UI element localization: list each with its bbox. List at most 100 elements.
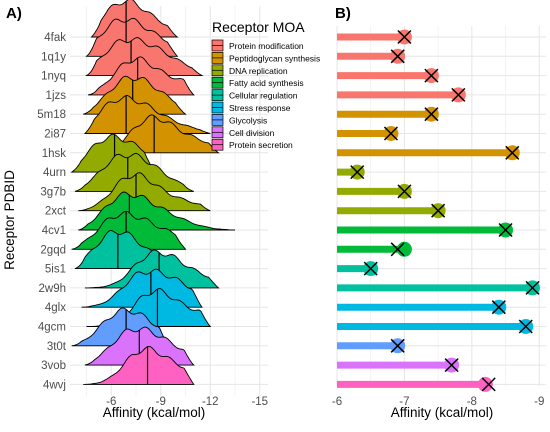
legend-label: Stress response	[229, 103, 291, 113]
lollipop-cross-1hsk	[505, 145, 520, 160]
lollipop-cross-2gqd	[390, 242, 405, 257]
lollipop-1nyq	[337, 68, 439, 84]
legend-entry: Protein modification	[211, 39, 304, 52]
panel-b-x-tick: -6	[332, 396, 342, 408]
panel-b-x-tick: -7	[399, 396, 409, 408]
lollipop-cross-4fak	[397, 29, 412, 45]
panel-b-x-axis-title: Affinity (kcal/mol)	[391, 405, 494, 420]
lollipop-cross-5m18	[424, 107, 439, 122]
legend-label: Fatty acid synthesis	[229, 78, 304, 88]
legend-entry: DNA replication	[211, 64, 288, 77]
category-label-4glx: 4glx	[45, 302, 66, 314]
panel-a-x-tick-labels: -6 -9 -12 -15	[106, 396, 268, 408]
lollipop-5is1	[337, 261, 379, 277]
panel-a-x-axis-title: Affinity (kcal/mol)	[103, 405, 206, 420]
category-label-2w9h: 2w9h	[39, 283, 67, 295]
lollipop-cross-2xct	[431, 203, 446, 218]
panel-a-category-labels: 4fak 1q1y 1nyq 1jzs 5m18 2i87 1hsk 4urn 3g7b 2xct…	[37, 32, 67, 391]
legend-label: Cellular regulation	[229, 91, 298, 101]
category-label-5m18: 5m18	[37, 109, 66, 121]
lollipop-2w9h	[337, 280, 541, 296]
ridge-density-3g7b	[74, 152, 194, 192]
legend-entry: Peptidoglycan synthesis	[211, 52, 320, 64]
lollipop-3t0t	[337, 338, 406, 354]
lollipop-point-2gqd	[396, 241, 412, 257]
lollipop-4wvj	[337, 376, 496, 392]
legend-label: Protein secretion	[229, 140, 293, 150]
legend-entry: Stress response	[211, 101, 291, 114]
legend-label: Protein modification	[229, 41, 304, 51]
category-label-5is1: 5is1	[45, 264, 66, 276]
lollipop-4gcm	[337, 319, 534, 334]
category-label-4wvj: 4wvj	[43, 379, 66, 391]
ridge-4wvj	[83, 345, 195, 385]
lollipop-cross-3t0t	[390, 338, 405, 353]
lollipop-cross-1jzs	[451, 87, 466, 102]
ridge-density-4wvj	[83, 345, 195, 385]
panel-a-x-tick: -12	[202, 396, 219, 408]
panel-a-x-tick: -6	[106, 396, 116, 408]
category-label-2i87: 2i87	[44, 129, 66, 141]
lollipop-cross-3g7b	[397, 184, 412, 199]
legend-entry: Fatty acid synthesis	[211, 76, 304, 89]
lollipop-1q1y	[337, 48, 406, 64]
ridge-density-2gqd	[71, 210, 187, 250]
category-label-4gcm: 4gcm	[38, 322, 66, 334]
legend-entry: Cell division	[211, 126, 275, 139]
ridge-density-1jzs	[88, 56, 195, 96]
lollipop-cross-4wvj	[481, 377, 496, 392]
legend-entry: Glycolysis	[211, 114, 267, 126]
lollipop-cross-3vob	[444, 358, 459, 373]
category-label-1nyq: 1nyq	[41, 71, 66, 83]
lollipop-cross-4glx	[491, 300, 506, 315]
category-label-1hsk: 1hsk	[42, 148, 67, 160]
lollipop-4glx	[337, 299, 507, 315]
panel-b-x-tick-labels: -6 -7 -8 -9	[332, 396, 544, 408]
ridge-4glx	[81, 268, 203, 308]
panel-a-x-tick: -15	[251, 396, 268, 408]
lollipop-5m18	[337, 106, 439, 122]
lollipop-cross-4gcm	[518, 319, 533, 334]
lollipop-3g7b	[337, 183, 412, 199]
panel-a-y-axis-title: Receptor PDBID	[2, 170, 17, 270]
ridge-density-2xct	[78, 172, 211, 212]
panel-a-x-tick: -9	[156, 396, 166, 408]
category-label-1jzs: 1jzs	[46, 90, 67, 102]
legend-label: DNA replication	[229, 66, 288, 76]
ridge-density-2i87	[83, 95, 211, 134]
category-label-3vob: 3vob	[41, 360, 66, 372]
legend-label: Glycolysis	[229, 115, 267, 125]
panel-b-lollipops	[337, 29, 541, 392]
lollipop-cross-2w9h	[525, 280, 540, 295]
lollipop-2gqd	[337, 241, 412, 257]
ridge-2i87	[83, 95, 211, 134]
legend-title: Receptor MOA	[212, 19, 305, 35]
ridge-density-4glx	[81, 268, 203, 308]
legend-entry: Cellular regulation	[211, 89, 298, 101]
lollipop-point-4wvj	[477, 376, 493, 392]
lollipop-2xct	[337, 203, 446, 219]
panel-b-x-tick: -9	[534, 396, 544, 408]
category-label-2xct: 2xct	[45, 206, 67, 218]
lollipop-cross-1q1y	[390, 49, 405, 64]
category-label-3t0t: 3t0t	[47, 341, 67, 353]
lollipop-cross-2i87	[383, 126, 398, 141]
category-label-4fak: 4fak	[44, 32, 66, 44]
category-label-1q1y: 1q1y	[41, 51, 66, 63]
category-label-3g7b: 3g7b	[40, 186, 66, 198]
category-label-2gqd: 2gqd	[40, 244, 66, 256]
panel-b-x-tick: -8	[467, 396, 477, 408]
legend: Receptor MOA Protein modification Peptido…	[211, 19, 320, 151]
panel-a-ridges	[70, 0, 235, 385]
lollipop-3vob	[337, 357, 460, 373]
lollipop-cross-5is1	[363, 261, 378, 276]
category-label-4urn: 4urn	[43, 167, 66, 179]
lollipop-2i87	[337, 126, 399, 141]
legend-label: Cell division	[229, 128, 275, 138]
lollipop-1jzs	[337, 87, 466, 103]
lollipop-4cv1	[337, 222, 514, 238]
category-label-4cv1: 4cv1	[42, 225, 66, 237]
legend-items: Protein modification Peptidoglycan synthe…	[211, 39, 320, 151]
ridge-density-2w9h	[84, 249, 220, 289]
